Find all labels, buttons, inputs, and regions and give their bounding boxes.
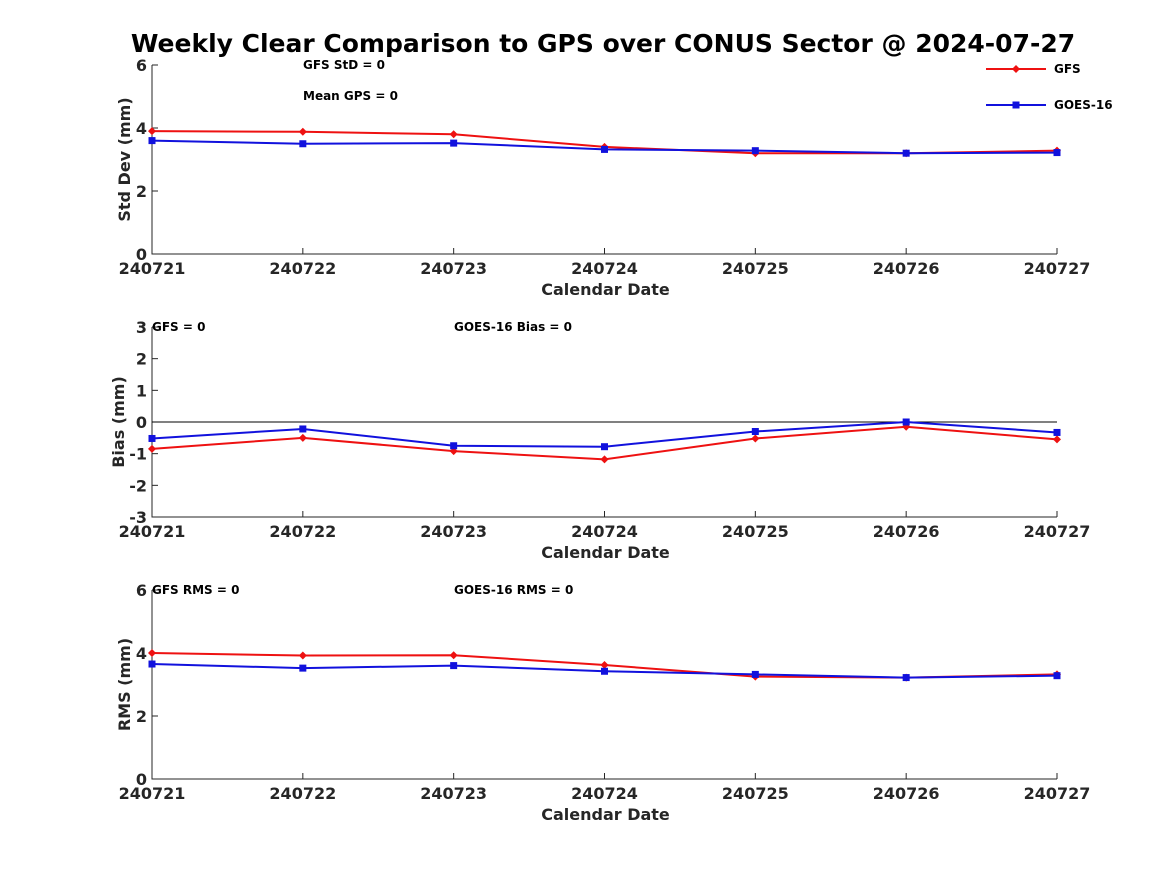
x-tick-label: 240721 bbox=[119, 784, 186, 803]
data-point bbox=[751, 670, 759, 678]
data-point bbox=[148, 434, 156, 442]
y-axis-label: RMS (mm) bbox=[115, 638, 134, 731]
legend-marker bbox=[1012, 101, 1020, 109]
x-tick-label: 240726 bbox=[873, 259, 940, 278]
x-axis-label: Calendar Date bbox=[541, 543, 670, 562]
y-axis-label: Bias (mm) bbox=[109, 376, 128, 468]
annotation: GFS RMS = 0 bbox=[152, 583, 239, 597]
data-point bbox=[298, 127, 307, 136]
legend-marker bbox=[1012, 65, 1020, 73]
data-point bbox=[600, 455, 609, 464]
x-tick-label: 240725 bbox=[722, 522, 789, 541]
x-axis-label: Calendar Date bbox=[541, 280, 670, 299]
series-line-goes-16 bbox=[151, 420, 1058, 448]
axes bbox=[151, 65, 1057, 255]
data-point bbox=[450, 139, 458, 147]
data-point bbox=[450, 662, 458, 670]
x-tick-label: 240724 bbox=[571, 784, 638, 803]
y-tick-label: 0 bbox=[136, 770, 147, 789]
y-tick-label: 2 bbox=[136, 182, 147, 201]
x-tick-label: 240727 bbox=[1024, 259, 1091, 278]
x-tick-label: 240722 bbox=[269, 259, 336, 278]
data-point bbox=[751, 428, 759, 435]
data-point bbox=[449, 130, 458, 139]
data-point bbox=[902, 674, 910, 682]
x-tick-label: 240723 bbox=[420, 522, 487, 541]
x-tick-label: 240723 bbox=[420, 259, 487, 278]
x-axis-label: Calendar Date bbox=[541, 805, 670, 824]
figure-title: Weekly Clear Comparison to GPS over CONU… bbox=[131, 29, 1075, 58]
legend-label: GFS bbox=[1054, 62, 1081, 76]
data-point bbox=[299, 664, 307, 672]
chart-panel-2: -3 -2 -1 0 1 2 3 240721 240722 240723 240724 240725… bbox=[109, 318, 1090, 562]
data-point bbox=[1053, 428, 1061, 436]
x-tick-label: 240723 bbox=[420, 784, 487, 803]
annotation: GFS StD = 0 bbox=[303, 58, 385, 72]
chart-panel-3: 0 2 4 6 240721 240722 240723 240724 240725 240726… bbox=[115, 581, 1090, 824]
data-point bbox=[299, 140, 307, 148]
y-tick-label: -3 bbox=[129, 508, 147, 527]
data-point bbox=[751, 434, 760, 443]
y-tick-label: 0 bbox=[136, 245, 147, 264]
y-axis-label: Std Dev (mm) bbox=[115, 97, 134, 221]
data-point bbox=[148, 127, 156, 136]
data-point bbox=[299, 425, 307, 433]
y-tick-label: 6 bbox=[136, 56, 147, 75]
y-tick-label: -1 bbox=[129, 445, 147, 464]
annotation: GFS = 0 bbox=[152, 320, 205, 334]
data-point bbox=[148, 649, 156, 657]
data-point bbox=[902, 418, 910, 426]
data-point bbox=[298, 651, 307, 660]
x-tick-label: 240721 bbox=[119, 522, 186, 541]
legend-label: GOES-16 bbox=[1054, 98, 1113, 112]
data-point bbox=[148, 660, 156, 668]
annotation: GOES-16 RMS = 0 bbox=[454, 583, 573, 597]
data-point bbox=[751, 147, 759, 155]
x-tick-label: 240727 bbox=[1024, 784, 1091, 803]
x-tick-label: 240725 bbox=[722, 784, 789, 803]
y-tick-label: 2 bbox=[136, 350, 147, 369]
axes bbox=[151, 590, 1057, 780]
x-tick-label: 240722 bbox=[269, 522, 336, 541]
data-point bbox=[148, 444, 156, 453]
x-tick-label: 240724 bbox=[571, 522, 638, 541]
x-tick-label: 240721 bbox=[119, 259, 186, 278]
data-point bbox=[449, 651, 458, 660]
data-point bbox=[1053, 435, 1061, 444]
y-tick-label: -2 bbox=[129, 476, 147, 495]
y-tick-label: 3 bbox=[136, 318, 147, 337]
x-tick-label: 240727 bbox=[1024, 522, 1091, 541]
annotation: GOES-16 Bias = 0 bbox=[454, 320, 572, 334]
y-tick-label: 6 bbox=[136, 581, 147, 600]
data-point bbox=[601, 145, 608, 153]
y-tick-label: 2 bbox=[136, 707, 147, 726]
data-point bbox=[450, 442, 458, 450]
series-line-gfs bbox=[151, 425, 1058, 461]
data-point bbox=[298, 433, 307, 442]
x-tick-label: 240722 bbox=[269, 784, 336, 803]
data-point bbox=[1053, 149, 1061, 157]
annotation: Mean GPS = 0 bbox=[303, 89, 398, 103]
data-point bbox=[148, 137, 156, 145]
y-tick-label: 4 bbox=[136, 644, 147, 663]
data-point bbox=[600, 660, 609, 669]
y-tick-label: 4 bbox=[136, 119, 147, 138]
x-tick-label: 240724 bbox=[571, 259, 638, 278]
y-tick-label: 1 bbox=[136, 381, 147, 400]
data-point bbox=[601, 667, 608, 675]
x-tick-label: 240726 bbox=[873, 784, 940, 803]
x-tick-label: 240726 bbox=[873, 522, 940, 541]
x-tick-label: 240725 bbox=[722, 259, 789, 278]
data-point bbox=[902, 149, 910, 157]
y-tick-label: 0 bbox=[136, 413, 147, 432]
data-point bbox=[601, 443, 608, 451]
chart-panels: 0 2 4 6 240721 240722 240723 240724 240725 240726… bbox=[109, 56, 1113, 824]
chart-panel-1: 0 2 4 6 240721 240722 240723 240724 240725 240726… bbox=[115, 56, 1113, 299]
data-point bbox=[1053, 672, 1061, 680]
